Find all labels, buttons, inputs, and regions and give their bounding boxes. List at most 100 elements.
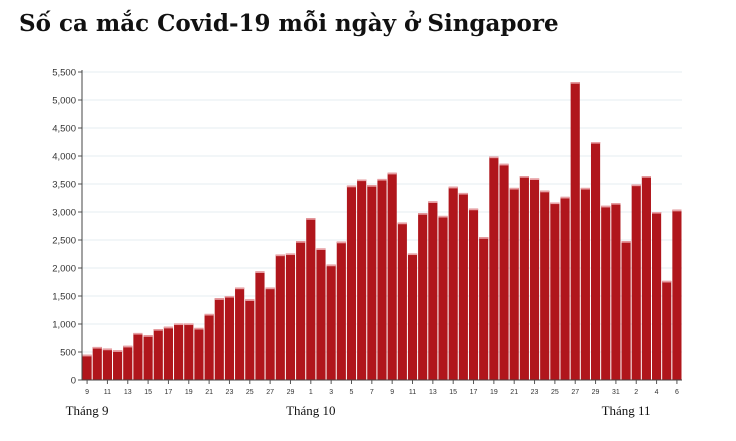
bar-top-highlight [174, 323, 184, 326]
x-tick-label: 13 [124, 389, 132, 396]
bar [255, 271, 265, 380]
bar [458, 192, 468, 380]
bar-top-highlight [662, 280, 672, 283]
bar-top-highlight [123, 345, 133, 348]
x-tick-label: 23 [531, 389, 539, 396]
bar [336, 241, 346, 380]
bar-top-highlight [153, 329, 163, 331]
bars [82, 82, 682, 380]
bar [662, 280, 672, 380]
bar-top-highlight [285, 253, 296, 256]
bar-top-highlight [143, 335, 153, 337]
bar [499, 163, 509, 380]
bar [560, 196, 570, 380]
x-tick-label: 4 [655, 389, 659, 396]
bar-top-highlight [296, 241, 306, 243]
axes [78, 70, 682, 384]
bar-top-highlight [652, 212, 662, 214]
bar [296, 241, 306, 380]
chart-title: Số ca mắc Covid-19 mỗi ngày ở Singapore [19, 10, 559, 37]
bar-top-highlight [184, 323, 194, 326]
bar [621, 241, 631, 380]
bar [367, 185, 377, 380]
bar-top-highlight [621, 241, 631, 243]
y-tick-label: 4,500 [52, 124, 76, 135]
y-tick-label: 2,500 [52, 236, 76, 247]
bar [285, 253, 296, 380]
x-tick-label: 9 [85, 389, 89, 396]
x-tick-label: 2 [634, 389, 638, 396]
bar-top-highlight [92, 346, 102, 349]
x-tick-label: 21 [205, 389, 213, 396]
bar-top-highlight [336, 241, 346, 244]
y-tick-label: 1,500 [52, 292, 76, 303]
x-tick-label: 11 [104, 389, 111, 396]
bar-top-highlight [672, 209, 682, 212]
x-tick-label: 3 [329, 389, 333, 396]
bar [326, 264, 336, 380]
x-tick-label: 27 [571, 389, 579, 396]
bar [509, 187, 519, 380]
bar-top-highlight [316, 248, 326, 250]
x-tick-label: 6 [675, 389, 679, 396]
bar-top-highlight [306, 218, 316, 220]
bar [357, 179, 367, 380]
bar-top-highlight [235, 287, 245, 290]
month-label: Tháng 10 [286, 403, 335, 418]
x-tick-label: 17 [165, 389, 173, 396]
bar [540, 190, 550, 380]
bar [479, 237, 489, 380]
bar-top-highlight [438, 215, 448, 218]
bar [113, 350, 123, 380]
month-label: Tháng 9 [66, 403, 109, 418]
bar [316, 248, 326, 380]
x-tick-label: 1 [309, 389, 313, 396]
bar [652, 212, 662, 380]
bar-top-highlight [377, 178, 387, 181]
x-tick-label: 5 [350, 389, 354, 396]
x-tick-label: 13 [429, 389, 437, 396]
bar [387, 172, 397, 380]
y-tick-label: 3,000 [52, 208, 76, 219]
y-tick-label: 2,000 [52, 264, 76, 275]
bar-top-highlight [255, 271, 265, 273]
bar [428, 201, 438, 380]
bar-top-highlight [397, 222, 407, 225]
x-tick-label: 19 [490, 389, 498, 396]
bar-top-highlight [245, 299, 255, 301]
bar [418, 213, 428, 380]
x-tick-label: 19 [185, 389, 193, 396]
bar-top-highlight [611, 203, 621, 205]
x-tick-label: 7 [370, 389, 374, 396]
bar-top-highlight [468, 208, 479, 211]
month-label: Tháng 11 [602, 403, 651, 418]
bar-top-highlight [590, 142, 601, 144]
bar-top-highlight [458, 192, 468, 195]
bar-top-highlight [418, 213, 428, 215]
bar-top-highlight [499, 163, 509, 166]
bar-top-highlight [601, 205, 611, 208]
bar [519, 176, 529, 380]
bar [163, 326, 174, 380]
y-tick-label: 5,500 [52, 68, 76, 79]
bar [397, 222, 407, 380]
bar [631, 184, 641, 380]
x-tick-label: 31 [612, 389, 620, 396]
x-tick-label: 27 [266, 389, 274, 396]
x-tick-label: 11 [409, 389, 416, 396]
bar-top-highlight [367, 185, 377, 187]
y-tick-label: 3,500 [52, 180, 76, 191]
x-tick-label: 25 [246, 389, 254, 396]
bar [235, 287, 245, 380]
bar-top-highlight [275, 254, 285, 257]
bar [265, 287, 275, 380]
bar-top-highlight [326, 264, 336, 267]
bar [448, 186, 458, 380]
bar-top-highlight [163, 326, 174, 329]
bar [468, 208, 479, 380]
x-tick-label: 25 [551, 389, 559, 396]
bar-top-highlight [631, 184, 641, 187]
bar-top-highlight [194, 327, 204, 330]
bar [102, 348, 112, 380]
bar [194, 327, 204, 380]
